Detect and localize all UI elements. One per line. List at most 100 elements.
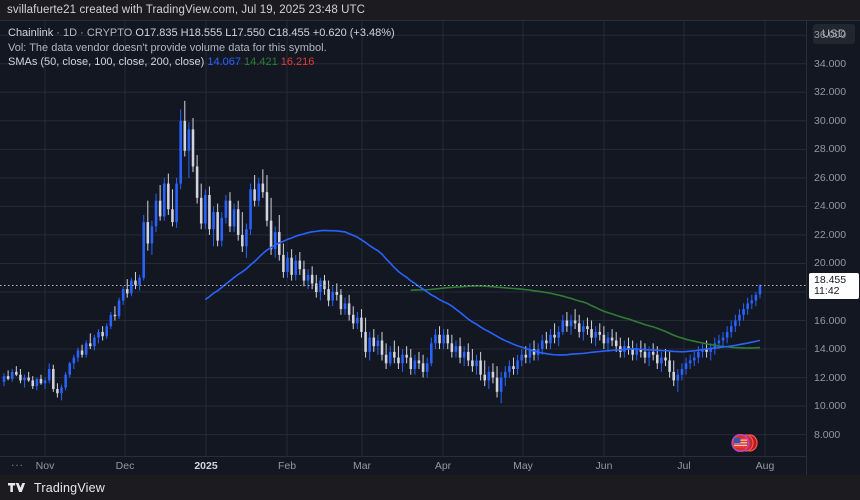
candle-body xyxy=(413,360,417,369)
candle-body xyxy=(384,354,388,364)
candle-body xyxy=(713,343,717,350)
candle-body xyxy=(528,349,532,358)
candle-body xyxy=(19,374,22,381)
tradingview-logo[interactable]: TradingView xyxy=(0,481,105,495)
candle-body xyxy=(273,232,277,250)
candle-body xyxy=(64,374,67,388)
candle-body xyxy=(154,200,158,227)
candle-body xyxy=(327,289,330,301)
candle-body xyxy=(725,331,729,338)
candle-body xyxy=(89,343,92,347)
price-scale[interactable]: USD 36.000 34.000 32.000 30.000 28.000 26.000… xyxy=(806,21,860,476)
candle-body xyxy=(212,212,215,230)
candle-body xyxy=(101,331,104,337)
candle-body xyxy=(109,314,113,327)
candle-body xyxy=(257,183,261,201)
candle-body xyxy=(195,166,199,198)
candle-body xyxy=(520,354,523,361)
candle-body xyxy=(130,280,133,294)
time-tick-label: Aug xyxy=(755,460,775,472)
candle-body xyxy=(27,377,30,381)
candle-body xyxy=(191,129,195,167)
candle-body xyxy=(503,371,507,378)
candle-body xyxy=(635,349,639,355)
time-scale[interactable]: Nov Dec 2025 Feb Mar Apr May Jun Jul Aug xyxy=(0,456,806,476)
price-tick-label: 12.000 xyxy=(814,371,847,384)
candle-body xyxy=(306,274,310,281)
candle-body xyxy=(290,257,293,275)
candle-body xyxy=(269,220,273,250)
candle-body xyxy=(524,354,528,358)
candle-body xyxy=(454,346,458,352)
candle-body xyxy=(573,320,577,324)
candle-body xyxy=(347,303,351,315)
chart-frame: Chainlink · 1D · CRYPTO O17.835 H18.555 … xyxy=(0,20,860,476)
price-tick-label: 8.000 xyxy=(814,428,841,441)
candle-body xyxy=(545,340,548,344)
time-tick-label: Jul xyxy=(677,460,691,472)
candle-body xyxy=(421,363,425,372)
candle-body xyxy=(142,222,145,278)
candle-body xyxy=(187,129,191,151)
candle-body xyxy=(356,317,359,324)
candle-body xyxy=(76,350,80,358)
candle-body xyxy=(577,323,581,332)
price-tick-label: 16.000 xyxy=(814,314,847,327)
candle-body xyxy=(335,291,339,295)
price-tick-label: 26.000 xyxy=(814,171,847,184)
candle-body xyxy=(241,234,244,247)
candle-body xyxy=(688,360,692,364)
candle-body xyxy=(199,197,203,224)
vertical-gridlines xyxy=(44,21,766,456)
candle-body xyxy=(684,363,688,369)
candle-body xyxy=(364,331,367,352)
sma100-line xyxy=(410,285,761,349)
candle-body xyxy=(565,320,569,327)
candle-body xyxy=(717,340,721,344)
candle-body xyxy=(216,212,219,241)
candle-body xyxy=(405,354,408,358)
candle-body xyxy=(508,366,511,372)
candle-body xyxy=(729,326,733,332)
candle-body xyxy=(43,380,47,384)
candle-body xyxy=(167,183,170,210)
candle-body xyxy=(430,343,433,364)
candle-body xyxy=(467,351,470,361)
candle-body xyxy=(676,374,680,381)
candle-body xyxy=(376,340,380,347)
candle-body xyxy=(323,280,326,290)
candle-body xyxy=(425,363,429,372)
time-tick-label: Mar xyxy=(352,460,372,472)
candle-body xyxy=(183,120,187,151)
candle-body xyxy=(705,349,708,352)
candle-body xyxy=(171,209,174,223)
candle-body xyxy=(586,326,589,330)
candle-body xyxy=(483,374,486,381)
candle-body xyxy=(750,300,754,304)
candle-body xyxy=(516,360,519,369)
candle-body xyxy=(80,350,84,355)
candle-body xyxy=(236,209,240,235)
price-tick-label: 34.000 xyxy=(814,57,847,70)
price-tick-label: 10.000 xyxy=(814,400,847,413)
time-tick-label: Feb xyxy=(277,460,297,472)
price-tick-label: 24.000 xyxy=(814,200,847,213)
candle-body xyxy=(512,366,515,369)
candle-body xyxy=(540,340,544,350)
chart-plot-area[interactable] xyxy=(0,21,806,456)
candle-body xyxy=(286,257,289,273)
candle-body xyxy=(105,326,108,337)
candle-body xyxy=(656,354,659,364)
candle-body xyxy=(434,334,437,344)
candle-body xyxy=(499,377,503,392)
currency-badge[interactable]: USD xyxy=(813,24,855,44)
candle-body xyxy=(479,360,482,375)
candle-body xyxy=(660,357,663,364)
candle-body xyxy=(2,376,6,382)
candle-body xyxy=(532,349,536,355)
candle-body xyxy=(261,183,265,193)
candle-body xyxy=(709,349,712,352)
candle-body xyxy=(388,351,392,364)
economic-event-badge[interactable] xyxy=(726,433,762,453)
